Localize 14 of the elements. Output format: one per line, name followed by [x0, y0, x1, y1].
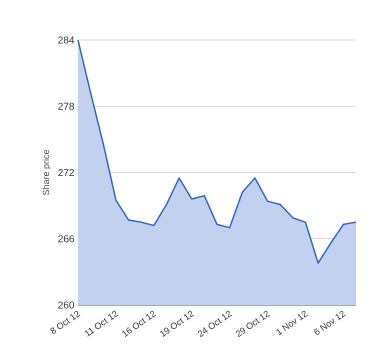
x-tick-label: 19 Oct 12 [160, 310, 194, 338]
y-tick-label: 266 [58, 235, 74, 242]
x-tick-label: 1 Nov 12 [276, 310, 308, 336]
x-tick-label: 8 Oct 12 [50, 310, 80, 334]
x-tick-label: 11 Oct 12 [84, 310, 118, 337]
y-tick-label: 272 [58, 169, 74, 176]
x-tick-label: 6 Nov 12 [314, 310, 346, 335]
y-tick-label: 260 [58, 301, 74, 309]
y-tick-label: 284 [58, 36, 74, 44]
x-tick-label: 29 Oct 12 [236, 310, 270, 338]
y-axis-title: Share price [42, 150, 51, 196]
y-tick-label: 278 [58, 102, 74, 110]
x-tick-label: 24 Oct 12 [198, 310, 232, 338]
x-tick-label: 16 Oct 12 [122, 310, 156, 338]
